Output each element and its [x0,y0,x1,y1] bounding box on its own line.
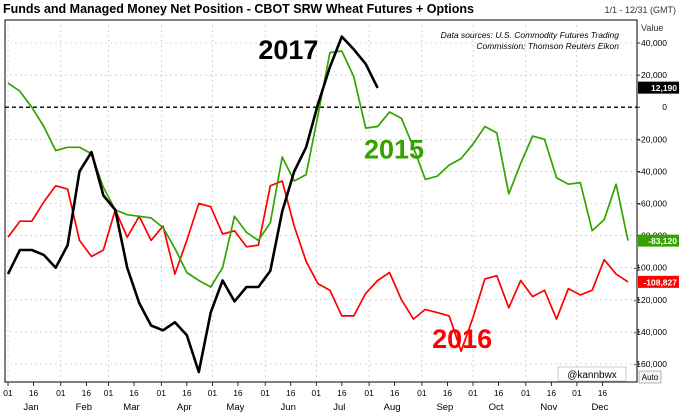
series-label-2015: 2015 [364,135,424,165]
y-axis-header: Value [641,23,663,33]
x-tick-month-label: Nov [540,402,557,413]
source-note-line2: Commission; Thomson Reuters Eikon [476,41,619,51]
x-tick-day-label: 16 [443,388,453,398]
auto-button-label: Auto [642,373,659,382]
x-tick-day-label: 01 [56,388,66,398]
x-tick-day-label: 16 [337,388,347,398]
y-tick-label: -120,000 [633,295,667,305]
series-layer [6,35,629,374]
series-label-2017: 2017 [258,35,318,65]
x-tick-day-label: 16 [547,388,557,398]
x-tick-month-label: Mar [123,402,139,413]
x-tick-day-label: 16 [129,388,139,398]
x-tick-day-label: 01 [260,388,270,398]
value-badge-text-2016: -108,827 [643,277,677,287]
x-tick-day-label: 01 [208,388,218,398]
x-tick-day-label: 01 [104,388,114,398]
x-tick-month-label: Feb [76,402,92,413]
series-line-2017 [6,35,379,374]
x-tick-day-label: 16 [29,388,39,398]
plot-frame [4,19,638,383]
value-badge-text-2015: -83,120 [648,236,677,246]
value-badge-text-2017: 12,190 [651,83,677,93]
x-tick-day-label: 01 [572,388,582,398]
auto-button[interactable] [638,370,662,384]
x-tick-month-label: Jul [333,402,345,413]
x-tick-day-label: 16 [598,388,608,398]
watermark-box [557,366,627,382]
y-tick-label: -140,000 [633,327,667,337]
x-tick-month-label: May [226,402,244,413]
y-tick-label: -40,000 [638,166,667,176]
x-tick-day-label: 16 [494,388,504,398]
x-tick-day-label: 01 [3,388,13,398]
x-tick-day-label: 01 [468,388,478,398]
x-tick-day-label: 01 [417,388,427,398]
value-badge-2015 [638,234,679,247]
series-line-2016 [7,180,629,353]
value-badge-2016 [638,275,679,288]
x-tick-month-label: Aug [384,402,401,413]
y-tick-label: -20,000 [638,134,667,144]
y-tick-label: 0 [662,102,667,112]
x-tick-month-label: Jun [281,402,296,413]
x-tick-day-label: 01 [312,388,322,398]
x-tick-month-label: Dec [591,402,608,413]
y-tick-label: 40,000 [641,38,667,48]
x-tick-day-label: 16 [233,388,243,398]
x-tick-day-label: 16 [82,388,92,398]
x-tick-month-label: Jan [23,402,38,413]
y-tick-label: -160,000 [633,359,667,369]
source-note-line1: Data sources: U.S. Commodity Futures Tra… [441,30,620,40]
x-tick-day-label: 16 [286,388,296,398]
y-tick-label: 20,000 [641,70,667,80]
x-tick-layer: 01 Jan 16 01 Feb 16 01 Mar 16 01 Apr 16 01 May 16 01 Jun… [3,382,609,413]
chart-title: Funds and Managed Money Net Position - C… [3,2,474,16]
x-tick-day-label: 16 [182,388,192,398]
x-tick-month-label: Sep [436,402,453,413]
series-label-2016: 2016 [432,324,492,354]
watermark: @kannbwx [567,370,617,381]
x-tick-day-label: 01 [364,388,374,398]
x-tick-day-label: 01 [157,388,167,398]
value-badge-layer: -108,827 -83,120 12,190 [638,81,679,288]
date-range-label: 1/1 - 12/31 (GMT) [604,5,676,15]
y-tick-label: -100,000 [633,263,667,273]
value-badge-2017 [638,81,679,94]
series-line-2015 [7,50,629,288]
x-tick-day-label: 01 [521,388,531,398]
y-tick-label: -60,000 [638,199,667,209]
x-tick-month-label: Oct [489,402,504,413]
x-tick-month-label: Apr [177,402,192,413]
x-tick-day-label: 16 [390,388,400,398]
label-layer: 2016 2015 2017 [258,35,492,354]
y-tick-layer: 40,00020,0000-20,000-40,000-60,000-80,00… [633,38,667,369]
